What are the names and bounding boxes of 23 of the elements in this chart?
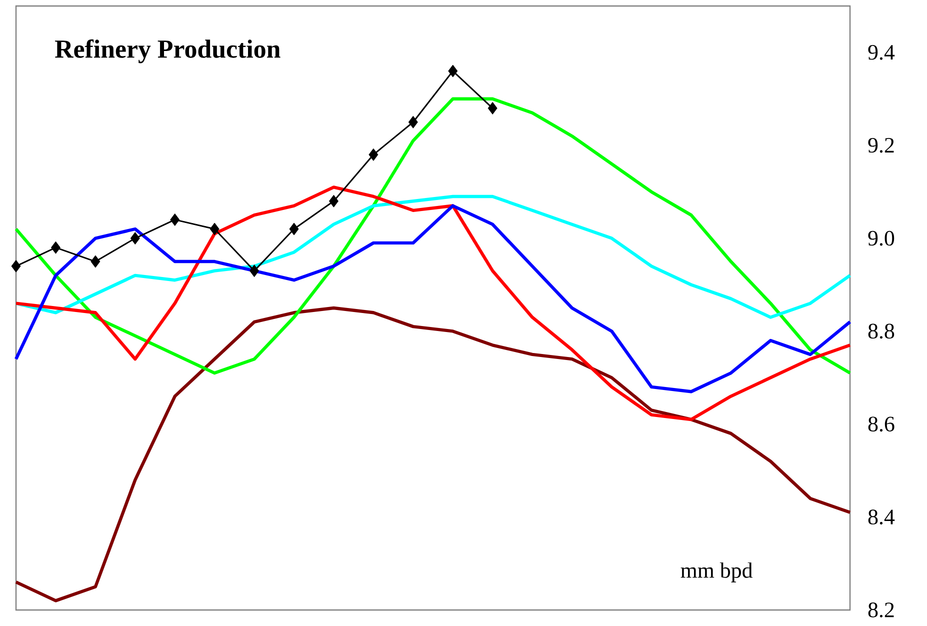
line-series [14,306,852,602]
y-tick-label: 8.2 [868,602,894,618]
point [250,264,260,278]
y-tick-label: 9.0 [868,230,894,246]
text: Refinery Production [55,39,280,64]
y-tick-label: 8.8 [868,324,894,339]
point [488,102,498,114]
point [408,116,418,128]
y-tick-label: 9.2 [868,138,894,153]
point [11,260,21,272]
point [448,64,458,78]
y-tick-label: 8.4 [868,510,895,525]
point [50,241,60,254]
y-tick-label: 9.4 [868,45,895,60]
point [289,222,299,236]
point [368,148,378,161]
y-tick-label: 8.6 [868,416,894,432]
point [170,213,180,226]
point [130,232,140,245]
annotation: mm bpd [680,562,753,582]
point [328,194,338,208]
point [210,222,220,236]
point [90,255,100,268]
